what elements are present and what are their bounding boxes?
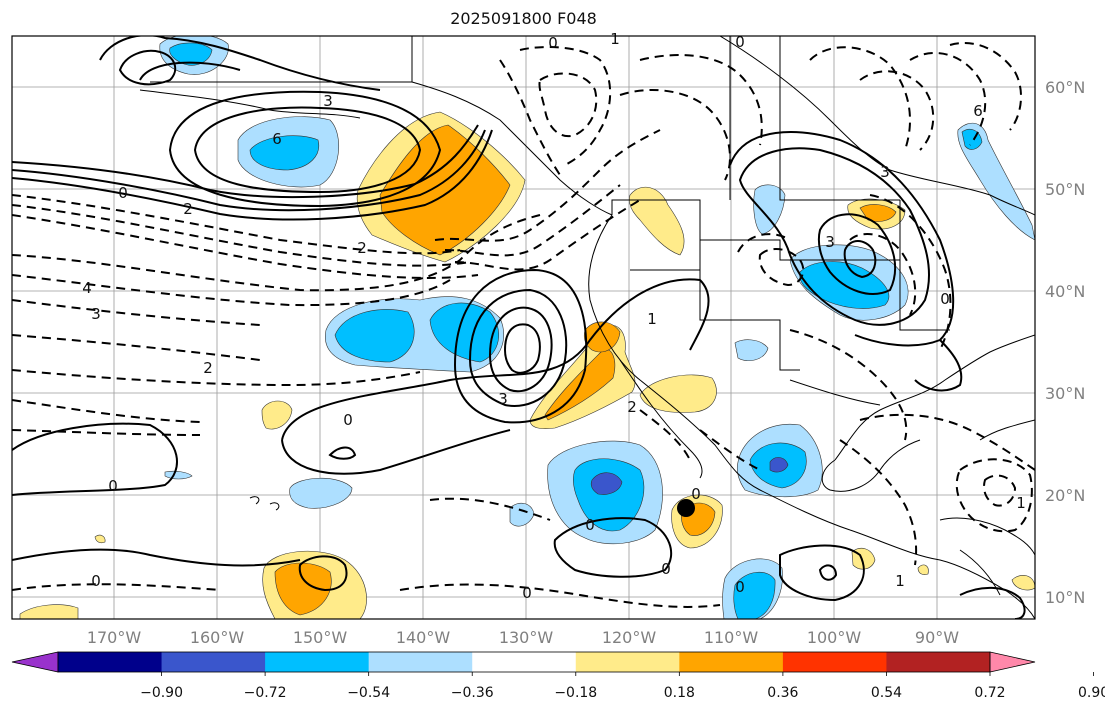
colorbar-extend-low (11, 651, 59, 673)
colorbar-tick-label: 0.18 (664, 685, 695, 701)
lat-tick-label: 50°N (1045, 180, 1085, 199)
colorbar-tick-label: −0.36 (451, 685, 494, 701)
lat-tick-label: 40°N (1045, 282, 1085, 301)
lat-tick-label: 10°N (1045, 588, 1085, 607)
contour-value-label: 0 (585, 516, 595, 534)
lon-tick-label: 150°W (293, 628, 348, 647)
contour-value-label: 0 (548, 34, 558, 52)
colorbar-segment (679, 652, 784, 672)
colorbar-tick-label: −0.54 (347, 685, 390, 701)
colorbar-tick-label: 0.72 (974, 685, 1005, 701)
longitude-axis: 170°W 160°W 150°W 140°W 130°W 120°W 110°W 100°W… (87, 628, 959, 647)
colorbar-segment (368, 652, 473, 672)
colorbar-segment (575, 652, 680, 672)
colorbar (11, 651, 1036, 673)
colorbar-segment (161, 652, 266, 672)
contour-value-label: 0 (691, 485, 701, 503)
lon-tick-label: 90°W (915, 628, 959, 647)
lat-tick-label: 60°N (1045, 78, 1085, 97)
contour-value-label: 3 (825, 233, 835, 251)
lat-tick-label: 30°N (1045, 384, 1085, 403)
colorbar-tick-label: −0.90 (140, 685, 183, 701)
colorbar-segment (58, 652, 163, 672)
contour-value-label: 4 (82, 279, 92, 297)
contour-value-label: 0 (91, 572, 101, 590)
contour-value-label: 3 (323, 92, 333, 110)
positive-contours (12, 36, 1026, 619)
lat-tick-label: 20°N (1045, 486, 1085, 505)
contour-labels: 0 1 0 3 6 0 2 2 4 3 2 3 3 0 1 0 0 0 0 0 1 6 3 0 0 2 0 1 (82, 30, 1026, 602)
contour-value-label: 6 (973, 102, 983, 120)
contour-value-label: 2 (357, 239, 367, 257)
latitude-axis: 60°N 50°N 40°N 30°N 20°N 10°N (1045, 78, 1085, 607)
colorbar-tick-label: −0.72 (244, 685, 287, 701)
contour-value-label: 0 (661, 560, 671, 578)
contour-value-label: 0 (118, 184, 128, 202)
colorbar-segment (472, 652, 577, 672)
contour-value-label: 0 (735, 578, 745, 596)
coastlines (139, 36, 1035, 619)
contour-value-label: 3 (880, 163, 890, 181)
contour-value-label: 0 (522, 584, 532, 602)
anomaly-shading (19, 36, 1035, 619)
colorbar-extend-high (989, 651, 1036, 673)
colorbar-segment (886, 652, 991, 672)
lon-tick-label: 130°W (499, 628, 554, 647)
contour-value-label: 1 (895, 572, 905, 590)
lon-tick-label: 100°W (807, 628, 862, 647)
contour-value-label: 0 (343, 411, 353, 429)
contour-value-label: 0 (108, 477, 118, 495)
map-background (12, 36, 1035, 619)
colorbar-tick-labels: −0.90 −0.72 −0.54 −0.36 −0.18 0.18 0.36 0.54 0.7… (140, 672, 1105, 701)
contour-value-label: 6 (272, 130, 282, 148)
contour-value-label: 1 (610, 30, 620, 48)
lon-tick-label: 120°W (602, 628, 657, 647)
contour-value-label: 2 (203, 359, 213, 377)
negative-contours (12, 42, 1035, 608)
contour-value-label: 0 (940, 290, 950, 308)
lon-tick-label: 110°W (704, 628, 759, 647)
colorbar-tick-label: 0.54 (871, 685, 902, 701)
map-frame (11, 35, 1036, 620)
contour-value-label: 2 (627, 398, 637, 416)
contour-value-label: 1 (1016, 494, 1026, 512)
map-title: 2025091800 F048 (450, 9, 597, 28)
colorbar-tick-label: 0.36 (767, 685, 798, 701)
contour-value-label: 1 (647, 310, 657, 328)
contour-value-label: 2 (183, 200, 193, 218)
contour-value-label: 3 (91, 305, 101, 323)
lon-tick-label: 160°W (190, 628, 245, 647)
storm-location-marker (677, 499, 695, 517)
lon-tick-label: 140°W (396, 628, 451, 647)
contour-value-label: 0 (735, 33, 745, 51)
lon-tick-label: 170°W (87, 628, 142, 647)
contour-value-label: 3 (498, 390, 508, 408)
colorbar-tick-label: 0.90 (1078, 685, 1105, 701)
colorbar-tick-label: −0.18 (554, 685, 597, 701)
colorbar-segment (782, 652, 887, 672)
colorbar-outline (57, 651, 991, 673)
colorbar-segment (265, 652, 370, 672)
